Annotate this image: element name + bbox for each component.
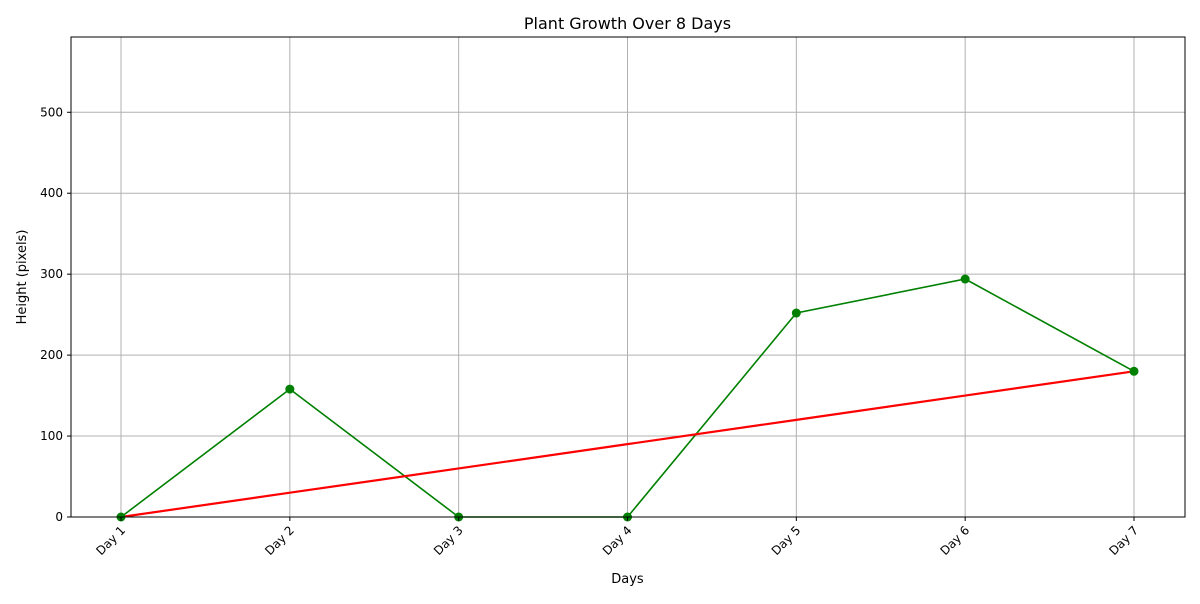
x-tick-label: Day 5	[769, 523, 804, 558]
x-tick-label: Day 6	[938, 523, 973, 558]
series-line	[120, 370, 1135, 519]
data-point	[791, 308, 801, 318]
y-tick-label: 300	[40, 267, 63, 281]
y-tick-label: 200	[40, 348, 63, 362]
x-tick-label: Day 1	[93, 523, 128, 558]
y-tick-label: 500	[40, 105, 63, 119]
y-tick-label: 400	[40, 186, 63, 200]
y-tick-label: 100	[40, 429, 63, 443]
data-point	[1129, 366, 1139, 376]
chart-title: Plant Growth Over 8 Days	[524, 14, 731, 33]
x-axis-label: Days	[611, 572, 644, 587]
tick-labels: Day 1 Day 2 Day 3 Day 4 Day 5 Day 6 Day 7 0 100 2…	[40, 105, 1141, 558]
data-point	[285, 384, 295, 394]
x-tick-label: Day 7	[1106, 523, 1141, 558]
x-tick-label: Day 4	[600, 523, 635, 558]
y-tick-label: 0	[55, 510, 63, 524]
data-point	[960, 274, 970, 284]
x-tick-label: Day 2	[262, 523, 297, 558]
y-axis-label: Height (pixels)	[15, 230, 30, 325]
x-tick-label: Day 3	[431, 523, 466, 558]
